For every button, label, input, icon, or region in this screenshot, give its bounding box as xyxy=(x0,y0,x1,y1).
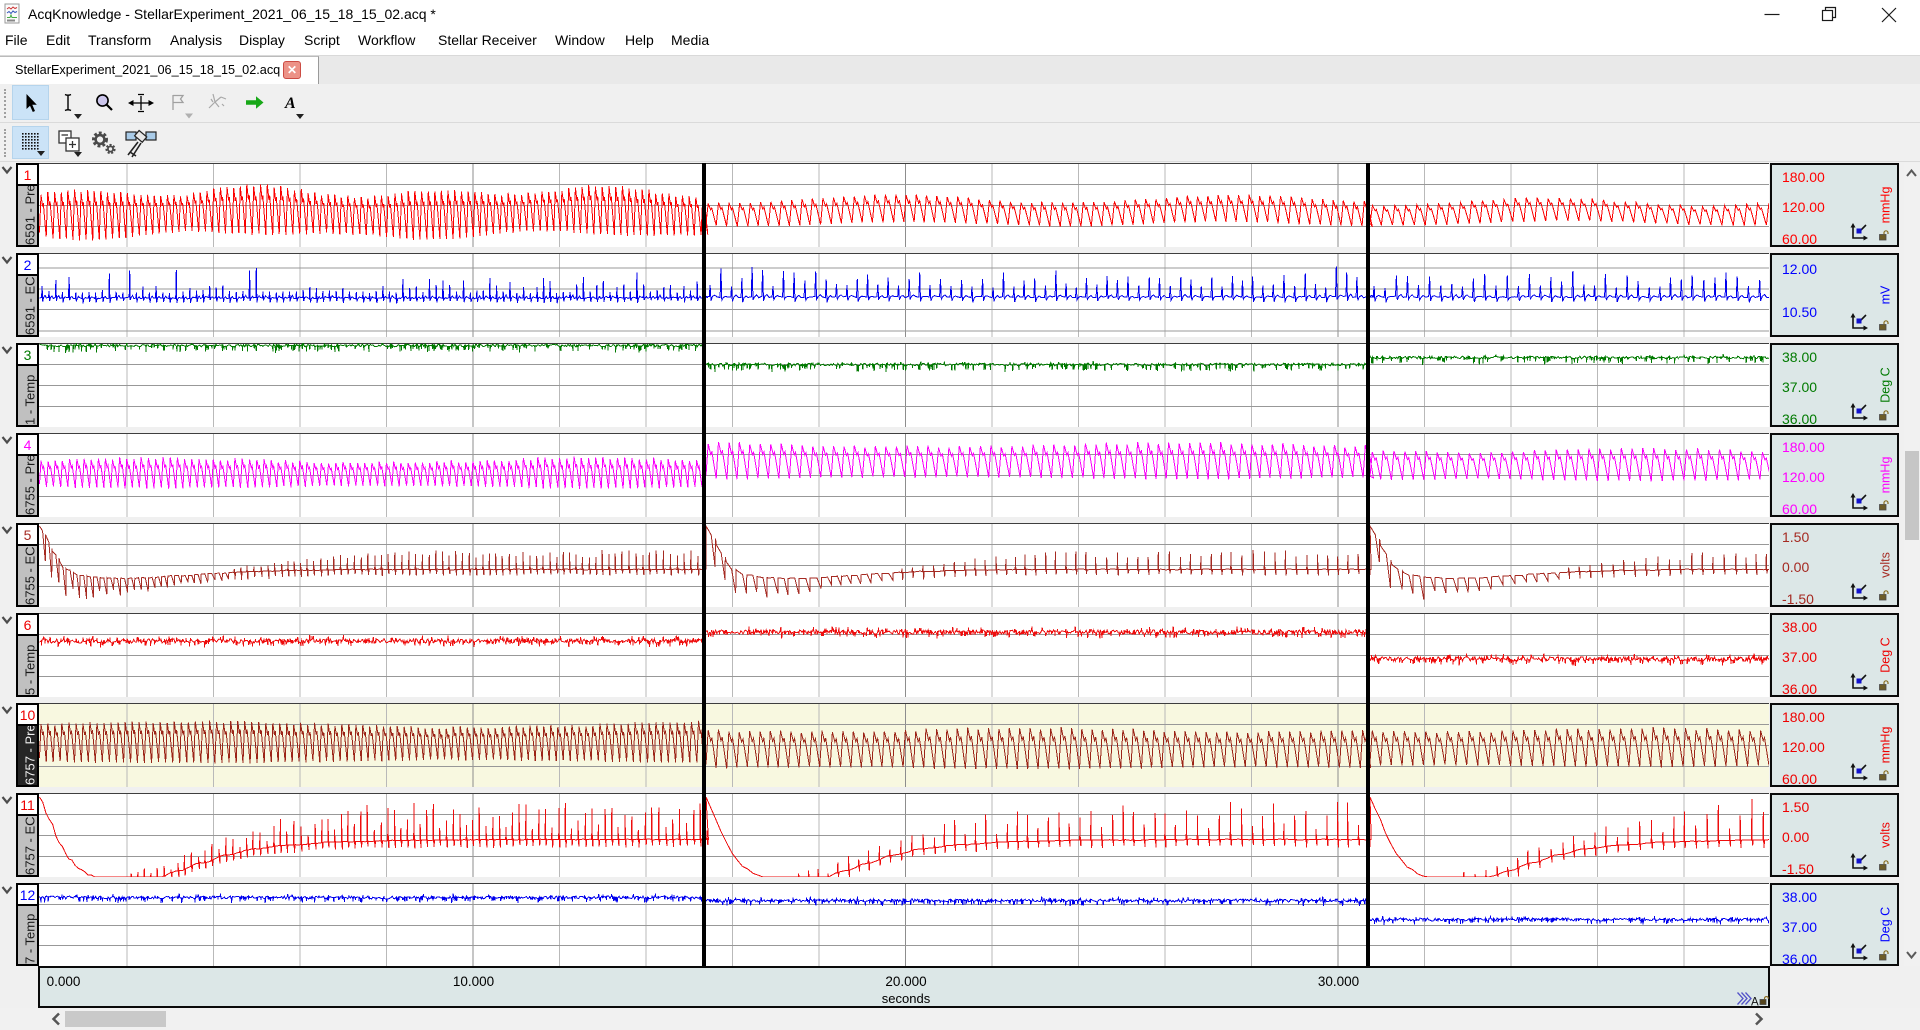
svg-text:7 - Temp: 7 - Temp xyxy=(23,914,38,964)
svg-text:A: A xyxy=(1751,997,1759,1009)
svg-text:mmHg: mmHg xyxy=(1879,457,1893,494)
svg-text:5 - Temp: 5 - Temp xyxy=(23,645,38,695)
svg-text:6591 - Pre: 6591 - Pre xyxy=(23,184,38,245)
svg-text:6591 - EC: 6591 - EC xyxy=(23,276,38,335)
svg-text:mmHg: mmHg xyxy=(1879,727,1893,764)
svg-text:Deg C: Deg C xyxy=(1879,367,1893,402)
svg-text:A: A xyxy=(284,95,296,112)
svg-text:6757 - EC: 6757 - EC xyxy=(23,816,38,875)
svg-text:Deg C: Deg C xyxy=(1879,637,1893,672)
svg-text:6757 - Pre: 6757 - Pre xyxy=(23,724,38,785)
svg-text:volts: volts xyxy=(1879,552,1893,578)
svg-text:volts: volts xyxy=(1879,822,1893,848)
svg-text:mmHg: mmHg xyxy=(1879,187,1893,224)
svg-text:1 - Temp: 1 - Temp xyxy=(23,375,38,425)
svg-text:6755 - EC: 6755 - EC xyxy=(23,546,38,605)
svg-text:Deg C: Deg C xyxy=(1879,907,1893,942)
svg-text:6755 - Pre: 6755 - Pre xyxy=(23,454,38,515)
svg-text:mV: mV xyxy=(1879,285,1893,304)
